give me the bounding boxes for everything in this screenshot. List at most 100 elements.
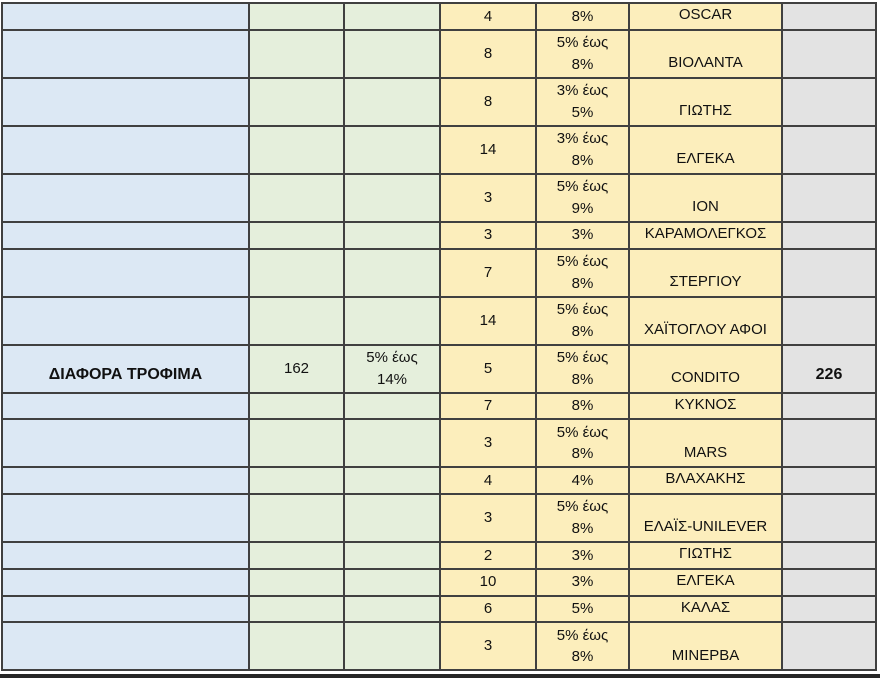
product-count-cell[interactable]: 7	[439, 391, 537, 421]
product-count-cell[interactable]: 8	[439, 76, 537, 127]
increase-range-cell[interactable]: 5%	[535, 594, 630, 624]
product-count-cell[interactable]: 6	[439, 594, 537, 624]
product-count-cell[interactable]: 14	[439, 124, 537, 175]
increase-range-cell[interactable]: 5% έως 8%	[535, 343, 630, 394]
category-count-cell[interactable]	[248, 220, 345, 250]
supplier-name-cell[interactable]: ION	[628, 172, 783, 223]
category-range-cell[interactable]	[343, 76, 441, 127]
row-total-cell[interactable]	[781, 220, 877, 250]
supplier-name-cell[interactable]: ΚΑΡΑΜΟΛΕΓΚΟΣ	[628, 220, 783, 250]
product-count-cell[interactable]: 3	[439, 621, 537, 672]
category-name-cell[interactable]	[1, 76, 250, 127]
supplier-name-cell[interactable]: ΧΑΪΤΟΓΛΟΥ ΑΦΟΙ	[628, 295, 783, 346]
category-count-cell[interactable]	[248, 594, 345, 624]
category-range-cell[interactable]	[343, 541, 441, 570]
category-count-cell[interactable]	[248, 418, 345, 469]
product-count-cell[interactable]: 7	[439, 247, 537, 298]
product-count-cell[interactable]: 5	[439, 343, 537, 394]
row-total-cell[interactable]	[781, 172, 877, 223]
category-range-cell[interactable]	[343, 28, 441, 79]
category-range-cell[interactable]	[343, 247, 441, 298]
category-count-cell[interactable]	[248, 493, 345, 543]
product-count-cell[interactable]: 3	[439, 418, 537, 469]
product-count-cell[interactable]: 2	[439, 541, 537, 570]
row-total-cell[interactable]	[781, 493, 877, 543]
supplier-name-cell[interactable]: ΜΙΝΕΡΒΑ	[628, 621, 783, 672]
supplier-name-cell[interactable]: ΕΛΓΕΚΑ	[628, 567, 783, 597]
category-name-cell[interactable]	[1, 493, 250, 543]
product-count-cell[interactable]: 8	[439, 28, 537, 79]
row-total-cell[interactable]	[781, 295, 877, 346]
category-count-cell[interactable]	[248, 466, 345, 495]
row-total-cell[interactable]	[781, 28, 877, 79]
supplier-name-cell[interactable]: ΚΥΚΝΟΣ	[628, 391, 783, 421]
supplier-name-cell[interactable]: OSCAR	[628, 2, 783, 31]
row-total-cell[interactable]	[781, 2, 877, 31]
increase-range-cell[interactable]: 5% έως 8%	[535, 621, 630, 672]
increase-range-cell[interactable]: 8%	[535, 391, 630, 421]
supplier-name-cell[interactable]: ΒΛΑΧΑΚΗΣ	[628, 466, 783, 495]
supplier-name-cell[interactable]: CONDITO	[628, 343, 783, 394]
category-range-cell[interactable]	[343, 124, 441, 175]
product-count-cell[interactable]: 10	[439, 567, 537, 597]
increase-range-cell[interactable]: 8%	[535, 2, 630, 31]
product-count-cell[interactable]: 3	[439, 220, 537, 250]
category-count-cell[interactable]	[248, 76, 345, 127]
increase-range-cell[interactable]: 5% έως 8%	[535, 28, 630, 79]
category-count-cell[interactable]	[248, 247, 345, 298]
category-range-cell[interactable]	[343, 594, 441, 624]
increase-range-cell[interactable]: 3% έως 5%	[535, 76, 630, 127]
row-total-cell[interactable]	[781, 466, 877, 495]
increase-range-cell[interactable]: 3% έως 8%	[535, 124, 630, 175]
row-total-cell[interactable]	[781, 567, 877, 597]
category-count-cell[interactable]	[248, 621, 345, 672]
category-count-cell[interactable]	[248, 28, 345, 79]
product-count-cell[interactable]: 3	[439, 493, 537, 543]
category-name-cell[interactable]	[1, 621, 250, 672]
category-name-cell[interactable]	[1, 594, 250, 624]
category-range-cell[interactable]	[343, 493, 441, 543]
row-total-cell[interactable]	[781, 76, 877, 127]
increase-range-cell[interactable]: 3%	[535, 567, 630, 597]
category-range-cell[interactable]	[343, 567, 441, 597]
category-count-cell[interactable]	[248, 172, 345, 223]
category-name-cell[interactable]	[1, 247, 250, 298]
category-count-cell[interactable]	[248, 2, 345, 31]
category-range-cell[interactable]	[343, 220, 441, 250]
category-count-cell[interactable]	[248, 541, 345, 570]
row-total-cell[interactable]	[781, 594, 877, 624]
row-total-cell[interactable]	[781, 418, 877, 469]
supplier-name-cell[interactable]: ΓΙΩΤΗΣ	[628, 541, 783, 570]
product-count-cell[interactable]: 4	[439, 2, 537, 31]
category-range-cell[interactable]	[343, 466, 441, 495]
row-total-cell[interactable]	[781, 541, 877, 570]
category-name-cell[interactable]	[1, 567, 250, 597]
increase-range-cell[interactable]: 3%	[535, 220, 630, 250]
increase-range-cell[interactable]: 4%	[535, 466, 630, 495]
category-count-cell[interactable]	[248, 567, 345, 597]
category-count-cell[interactable]	[248, 124, 345, 175]
category-name-cell[interactable]	[1, 220, 250, 250]
category-range-cell[interactable]	[343, 391, 441, 421]
increase-range-cell[interactable]: 5% έως 8%	[535, 295, 630, 346]
category-range-cell[interactable]	[343, 621, 441, 672]
category-name-cell[interactable]	[1, 2, 250, 31]
product-count-cell[interactable]: 4	[439, 466, 537, 495]
category-name-cell[interactable]	[1, 418, 250, 469]
category-name-cell[interactable]	[1, 541, 250, 570]
increase-range-cell[interactable]: 5% έως 8%	[535, 493, 630, 543]
category-name-cell[interactable]	[1, 124, 250, 175]
category-name-cell[interactable]	[1, 466, 250, 495]
supplier-name-cell[interactable]: ΓΙΩΤΗΣ	[628, 76, 783, 127]
row-total-cell[interactable]	[781, 621, 877, 672]
category-range-cell[interactable]: 5% έως 14%	[343, 343, 441, 394]
supplier-name-cell[interactable]: MARS	[628, 418, 783, 469]
category-count-cell[interactable]	[248, 391, 345, 421]
increase-range-cell[interactable]: 5% έως 8%	[535, 247, 630, 298]
increase-range-cell[interactable]: 3%	[535, 541, 630, 570]
supplier-name-cell[interactable]: ΒΙΟΛΑΝΤΑ	[628, 28, 783, 79]
increase-range-cell[interactable]: 5% έως 8%	[535, 418, 630, 469]
supplier-name-cell[interactable]: ΣΤΕΡΓΙΟΥ	[628, 247, 783, 298]
category-range-cell[interactable]	[343, 418, 441, 469]
increase-range-cell[interactable]: 5% έως 9%	[535, 172, 630, 223]
